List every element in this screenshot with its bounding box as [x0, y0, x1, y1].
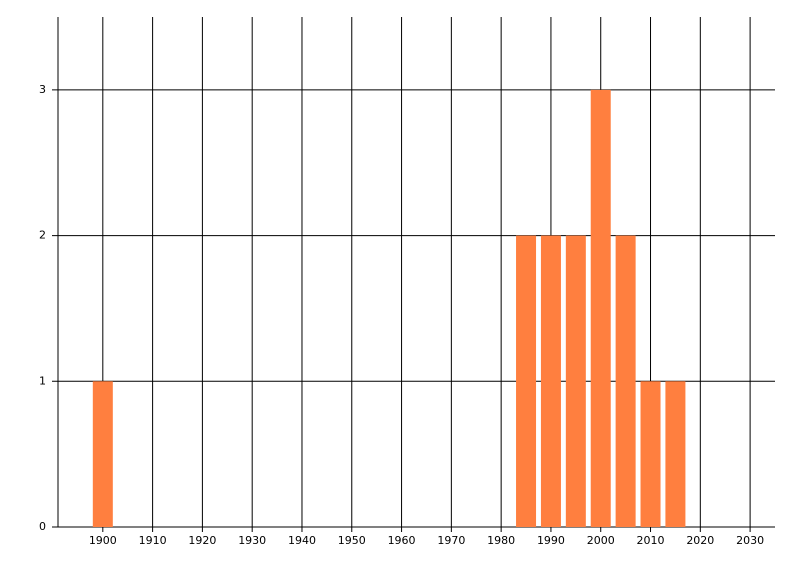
x-tick-label: 1950 [338, 534, 366, 547]
bar [665, 381, 686, 527]
x-tick-label: 1920 [188, 534, 216, 547]
x-tick-label: 1910 [139, 534, 167, 547]
x-tick-label: 1940 [288, 534, 316, 547]
x-tick-label: 1930 [238, 534, 266, 547]
bar [565, 235, 586, 528]
bar [516, 235, 537, 528]
bar [640, 381, 661, 527]
x-tick-label: 1990 [537, 534, 565, 547]
x-tick-label: 2030 [736, 534, 764, 547]
y-tick-label: 0 [39, 520, 46, 533]
x-tick-label: 2010 [637, 534, 665, 547]
bar [590, 89, 611, 527]
bar [615, 235, 636, 528]
y-tick-label: 2 [39, 229, 46, 242]
bar [540, 235, 561, 528]
y-tick-label: 1 [39, 374, 46, 387]
y-tick-label: 3 [39, 83, 46, 96]
x-tick-label: 2020 [686, 534, 714, 547]
x-tick-label: 1960 [388, 534, 416, 547]
x-tick-label: 1970 [437, 534, 465, 547]
bar [92, 381, 113, 527]
x-tick-label: 1980 [487, 534, 515, 547]
x-tick-label: 2000 [587, 534, 615, 547]
x-tick-label: 1900 [89, 534, 117, 547]
